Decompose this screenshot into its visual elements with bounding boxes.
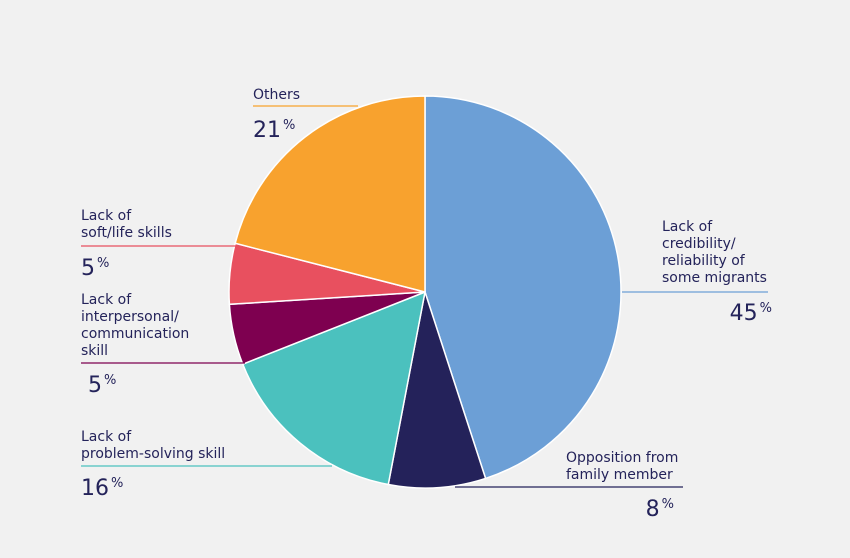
slice-label-problem-solving: Lack of problem-solving skill [81,429,225,462]
pie-slices [228,95,622,489]
leader-lines [81,105,768,488]
pie-slice-credibility [424,95,622,480]
slice-labels: Lack of credibility/reliability of some mi… [81,87,772,522]
slice-label-soft-life-skills: Lack of soft/life skills [81,208,172,241]
slice-value-interpersonal: 5% [88,373,116,398]
pie-slice-problem-solving [241,290,426,486]
slice-label-interpersonal: Lack of interpersonal/communication skill [81,292,189,359]
slice-value-others: 21% [253,118,295,143]
slice-value-family-opposition: 8% [646,497,674,522]
pie-slice-family-opposition [387,291,487,489]
slice-label-family-opposition: Opposition from family member [566,450,678,483]
slice-value-soft-life-skills: 5% [81,256,109,281]
slice-label-others: Others [253,87,300,103]
slice-label-credibility: Lack of credibility/reliability of some mi… [662,219,767,286]
pie-slice-others [234,95,426,293]
slice-value-problem-solving: 16% [81,476,123,501]
slice-value-credibility: 45% [730,301,772,326]
